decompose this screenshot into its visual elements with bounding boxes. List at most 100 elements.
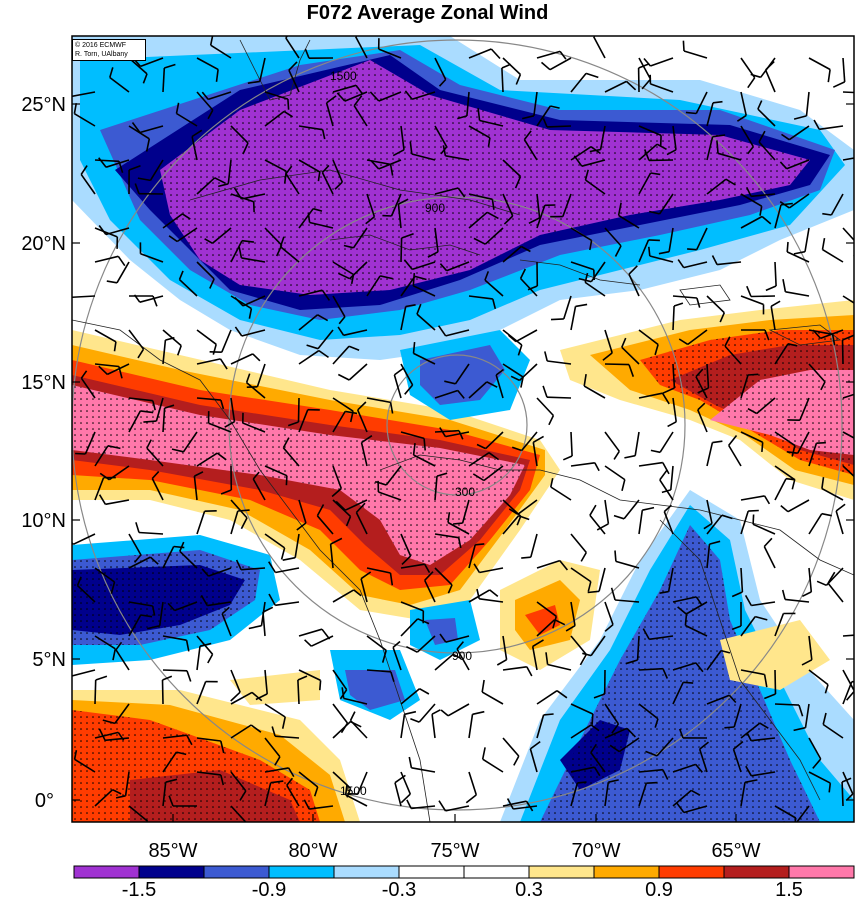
wind-barb [536,619,556,637]
wind-barb [288,69,300,93]
wind-barb-flag [361,435,373,444]
wind-barb [842,91,854,94]
wind-barb-flag [288,61,298,71]
wind-barb [523,139,538,161]
wind-barb-flag [613,450,620,460]
wind-barb-flag [793,115,807,120]
wind-barb-flag [355,502,366,514]
wind-barb [434,125,448,148]
wind-barb [264,703,286,718]
wind-barb-flag [406,799,412,809]
wind-barb-flag [251,691,263,702]
wind-barb-flag [732,740,744,750]
wind-barb-flag [625,80,637,91]
wind-barb-flag [731,625,742,631]
wind-barb [196,177,216,195]
wind-barb-flag [221,606,230,615]
lat-ticks [72,103,854,801]
wind-barb-flag [409,141,413,155]
ring-label-1500-south: 1500 [340,784,367,798]
wind-barb-flag [642,628,650,640]
wind-barb-flag [285,475,288,486]
wind-barb [230,724,252,739]
wind-barb-flag [716,140,719,154]
wind-barb [411,805,436,810]
wind-barb-flag [135,522,140,533]
wind-barb-flag [526,666,533,677]
wind-barb [615,560,640,569]
wind-barb [468,771,478,796]
wind-barb-flag [608,779,619,783]
wind-barb-flag [248,624,262,630]
wind-barb-flag [684,612,688,626]
wind-barb-flag [456,641,465,650]
wind-barb [502,193,514,217]
colorbar-swatch [333,865,400,879]
wind-barb [774,478,787,501]
wind-barb [241,567,266,571]
wind-barb [193,476,198,501]
wind-barb-flag [389,402,394,414]
wind-barb-flag [764,693,776,700]
wind-barb [479,598,504,603]
wind-barb-flag [417,618,430,625]
wind-barb [264,227,283,246]
wind-barb-flag [614,550,617,562]
wind-barb [685,601,708,615]
wind-barb-flag [348,345,360,351]
wind-barb-flag [199,642,212,647]
wind-barb [740,782,746,807]
wind-barb [298,314,319,331]
wind-barb [468,48,492,59]
wind-barb [454,363,470,385]
wind-barb [139,295,164,303]
wind-barb [752,523,776,535]
credit-author: R. Torn, UAlbany [75,51,128,58]
wind-barb-flag [486,211,499,220]
wind-barb-flag [763,495,771,505]
wind-barb-flag [112,788,122,795]
wind-barb [264,669,268,694]
wind-barb [394,782,402,807]
wind-barb-flag [140,410,154,414]
wind-barb [230,510,239,535]
colorbar-label-0-3: 0.3 [515,879,543,900]
wind-barb [80,173,96,195]
wind-barb-flag [812,329,822,339]
wind-barb-flag [287,767,295,778]
wind-barb-flag [663,504,672,513]
wind-barb [808,57,831,71]
wind-barb [732,748,742,773]
wind-barb [411,91,436,101]
wind-barb-flag [780,202,793,206]
wind-barb-flag [754,615,768,621]
wind-barb [750,295,776,298]
wind-barb [706,102,714,127]
wind-barb [805,91,810,116]
wind-barb-flag [106,280,118,284]
wind-barb [604,431,620,452]
wind-barb-flag [577,781,587,784]
wind-barb-flag [110,581,116,594]
wind-barb [485,431,504,450]
wind-barb [740,125,754,148]
wind-barb [105,159,130,168]
wind-barb [532,442,538,467]
wind-barb-flag [457,187,466,198]
wind-barb [221,613,232,637]
wind-barb [842,771,854,795]
wind-barb [94,363,119,368]
wind-barb-flag [410,718,420,723]
wind-barb [72,533,96,546]
wind-barb-flag [813,119,820,130]
wind-barb-flag [559,560,569,571]
wind-barb [502,800,527,807]
wind-barb [502,737,520,757]
wind-barb [349,261,368,280]
wind-barb-flag [642,506,655,511]
wind-barb [390,193,402,217]
wind-barb-flag [75,452,86,455]
wind-barb-flag [798,704,804,717]
wind-barb [618,737,640,753]
wind-barb [536,690,558,705]
